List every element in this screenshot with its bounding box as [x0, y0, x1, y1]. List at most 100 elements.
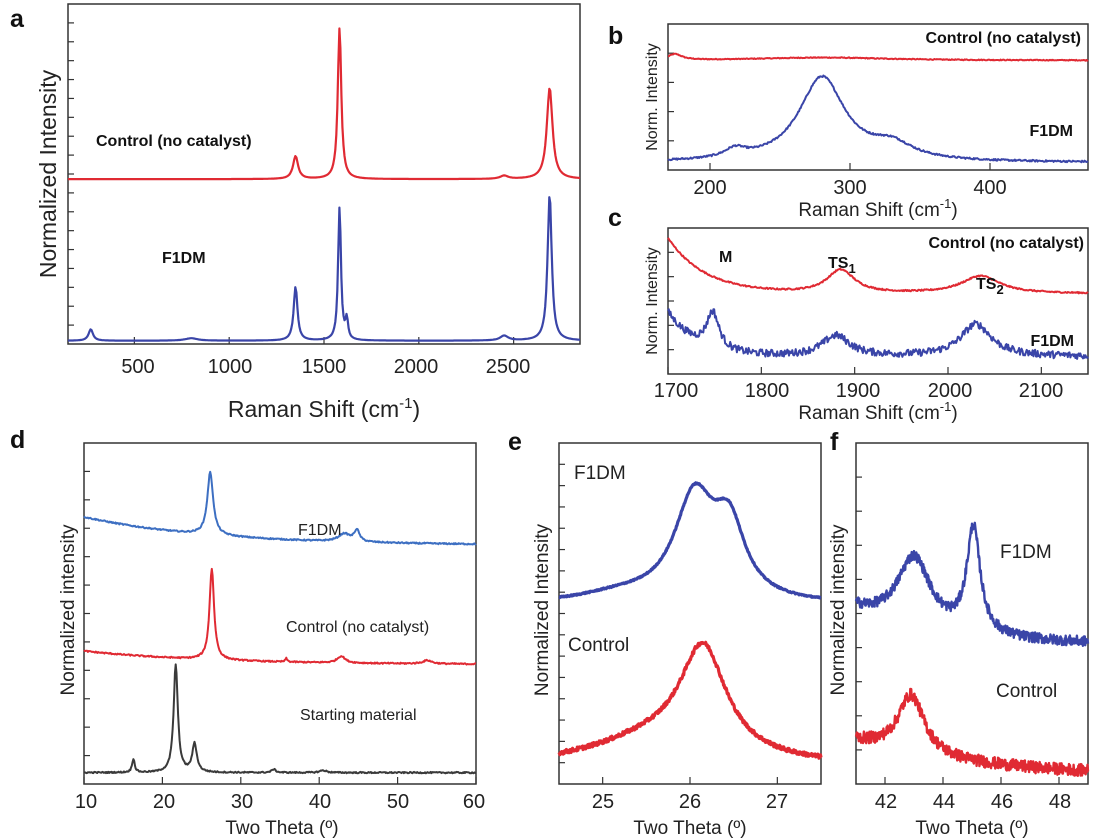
- panel-d: d 10 20 30 40 50 60 Two Theta (º) Normal…: [10, 426, 485, 839]
- series-label-starting-material: Starting material: [300, 707, 417, 724]
- x-tick-label: 400: [973, 177, 1006, 199]
- series-label-f1dm: F1DM: [1000, 542, 1052, 563]
- series-line-control: [854, 687, 1090, 777]
- series-line-control-no-catalyst: [667, 237, 1089, 295]
- panel-c-plot: [667, 237, 1089, 360]
- panel-f-plot: [854, 521, 1090, 777]
- x-tick-label: 46: [991, 791, 1013, 813]
- panel-b-letter: b: [608, 22, 623, 50]
- ts2-sub: 2: [996, 282, 1003, 297]
- panel-e: e 25 26 27 Two Theta (º) Normalized Inte…: [508, 428, 823, 839]
- ts1-sub: 1: [848, 261, 855, 276]
- x-tick-label: 1000: [208, 356, 253, 378]
- series-line-f1dm: [83, 470, 477, 546]
- series-label-f1dm: F1DM: [1030, 333, 1074, 350]
- series-line-control-no-catalyst: [667, 52, 1089, 62]
- x-tick-label: 2000: [394, 356, 439, 378]
- series-label-control: Control: [996, 681, 1057, 702]
- x-axis-label-main: Raman Shift (cm: [228, 396, 399, 422]
- y-axis-label: Norm. Intensity: [644, 43, 661, 151]
- x-tick-label: 60: [463, 791, 485, 813]
- series-label-control: Control (no catalyst): [96, 133, 252, 150]
- ts1-main: TS: [828, 255, 849, 272]
- panel-d-plot: [83, 470, 477, 775]
- y-axis-label: Normalized Intensity: [35, 69, 61, 278]
- x-tick-label: 1700: [654, 380, 699, 402]
- series-label-f1dm: F1DM: [574, 463, 626, 484]
- panel-f-letter: f: [830, 428, 839, 456]
- panel-a-plot: [67, 27, 581, 342]
- x-axis-label: Raman Shift (cm-1): [228, 395, 420, 422]
- x-axis-label-sup: -1: [940, 196, 952, 211]
- x-tick-label: 1500: [302, 356, 347, 378]
- panel-e-plot: [557, 481, 823, 760]
- series-label-f1dm: F1DM: [162, 250, 206, 267]
- x-axis-label-tail: ): [951, 200, 957, 221]
- panel-f: f 42 44 46 48 Two Theta (º) Normalized i…: [828, 428, 1090, 839]
- series-label-control: Control (no catalyst): [925, 30, 1081, 47]
- series-label-control: Control (no catalyst): [286, 619, 429, 636]
- x-tick-label: 2000: [928, 380, 973, 402]
- x-tick-label: 1800: [745, 380, 790, 402]
- peak-label-m: M: [719, 249, 732, 266]
- series-line-f1dm: [557, 481, 823, 600]
- x-tick-label: 30: [231, 791, 253, 813]
- y-axis-label: Normalized intensity: [828, 524, 849, 696]
- y-axis-label: Norm. Intensity: [644, 247, 661, 355]
- panel-d-ticks: [83, 470, 477, 784]
- panel-a: a 500 1000 1500 2000 2500 Raman Shift (c…: [10, 3, 581, 422]
- series-label-f1dm: F1DM: [298, 522, 342, 539]
- panel-a-frame: [67, 3, 581, 345]
- x-tick-label: 500: [121, 356, 154, 378]
- series-line-starting-material: [83, 663, 477, 775]
- panel-d-letter: d: [10, 426, 25, 454]
- series-line-control-no-catalyst: [67, 27, 581, 181]
- x-tick-label: 27: [766, 791, 788, 813]
- x-tick-label: 48: [1049, 791, 1071, 813]
- series-line-control: [557, 640, 823, 760]
- x-axis-label: Two Theta (º): [633, 818, 746, 839]
- x-axis-label: Two Theta (º): [225, 818, 338, 839]
- x-tick-label: 20: [153, 791, 175, 813]
- series-line-control-no-catalyst: [83, 567, 477, 666]
- panel-b: b 200 300 400 Raman Shift (cm-1) Norm. I…: [608, 22, 1089, 221]
- panel-c-letter: c: [608, 204, 622, 232]
- panel-e-ticks: [559, 463, 778, 784]
- x-axis-label: Raman Shift (cm-1): [798, 196, 957, 221]
- y-axis-label: Normalized intensity: [58, 524, 79, 696]
- x-tick-label: 2500: [486, 356, 531, 378]
- y-axis-label: Normalized Intensity: [532, 523, 553, 696]
- series-line-f1dm: [667, 308, 1089, 360]
- series-label-control: Control: [568, 635, 629, 656]
- panel-d-frame: [83, 442, 477, 785]
- peak-label-ts2: TS2: [976, 276, 1004, 297]
- panel-e-letter: e: [508, 428, 522, 456]
- x-tick-label: 25: [592, 791, 614, 813]
- peak-label-ts1: TS1: [828, 255, 856, 276]
- ts2-main: TS: [976, 276, 997, 293]
- x-tick-label: 2100: [1019, 380, 1064, 402]
- x-axis-label-main: Raman Shift (cm: [798, 403, 939, 424]
- x-tick-label: 1900: [836, 380, 881, 402]
- panel-c: c 1700 1800 1900 2000 2100 Raman Shift (…: [608, 204, 1089, 424]
- series-label-control: Control (no catalyst): [928, 235, 1084, 252]
- x-axis-label: Two Theta (º): [915, 818, 1028, 839]
- x-axis-label-sup: -1: [940, 399, 952, 414]
- x-tick-label: 40: [309, 791, 331, 813]
- x-tick-label: 44: [933, 791, 955, 813]
- x-axis-label-tail: ): [951, 403, 957, 424]
- panel-b-frame: [667, 23, 1089, 171]
- series-line-f1dm: [854, 521, 1090, 647]
- panel-c-ticks: [667, 251, 1042, 374]
- panel-a-ticks: [68, 22, 515, 344]
- x-axis-label-main: Raman Shift (cm: [798, 200, 939, 221]
- panel-b-plot: [667, 52, 1089, 164]
- x-tick-label: 300: [833, 177, 866, 199]
- x-tick-label: 10: [75, 791, 97, 813]
- series-label-f1dm: F1DM: [1029, 123, 1073, 140]
- series-line-f1dm: [67, 196, 581, 342]
- series-line-f1dm: [667, 74, 1089, 164]
- x-tick-label: 42: [875, 791, 897, 813]
- x-axis-label-tail: ): [412, 396, 420, 422]
